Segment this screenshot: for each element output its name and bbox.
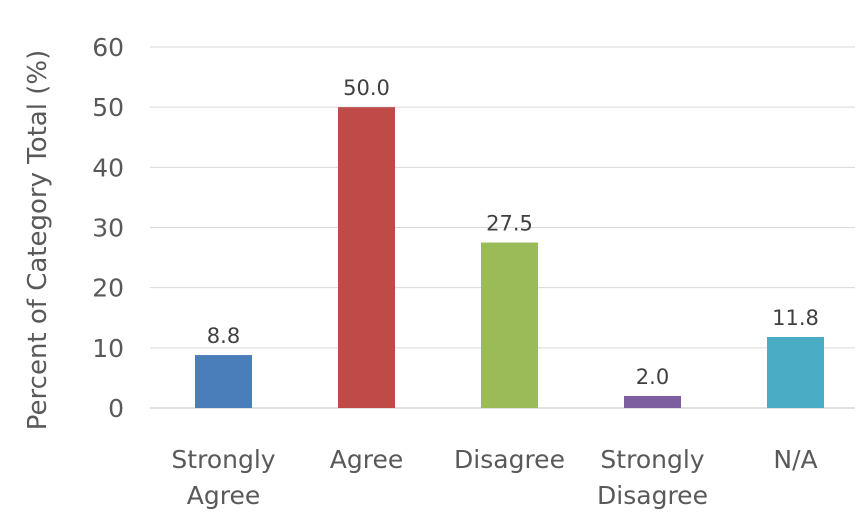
data-label: 2.0 — [636, 365, 669, 389]
y-axis-label: Percent of Category Total (%) — [23, 50, 53, 430]
bar — [767, 337, 824, 408]
bar — [481, 242, 538, 408]
data-label: 8.8 — [207, 324, 240, 348]
x-tick-label: Strongly Disagree — [597, 445, 708, 510]
y-tick-label: 50 — [92, 93, 124, 122]
bar — [195, 355, 252, 408]
x-axis-ticks: Strongly Agree Agree Disagree Strongly Disagr… — [171, 445, 817, 510]
y-tick-label: 30 — [92, 214, 124, 243]
gridlines — [150, 46, 855, 409]
data-label: 11.8 — [772, 306, 819, 330]
y-tick-label: 60 — [92, 33, 124, 62]
y-tick-label: 40 — [92, 153, 124, 182]
bar — [338, 107, 395, 409]
bars — [195, 107, 824, 409]
y-tick-label: 20 — [92, 274, 124, 303]
data-labels: 8.8 50.0 27.5 2.0 11.8 — [207, 76, 819, 389]
y-axis-ticks: 0 10 20 30 40 50 60 — [92, 33, 124, 423]
y-tick-label: 10 — [92, 334, 124, 363]
bar — [624, 395, 681, 408]
data-label: 27.5 — [486, 212, 533, 236]
data-label: 50.0 — [343, 76, 390, 100]
x-tick-label: Strongly Agree — [171, 445, 275, 510]
x-tick-label: N/A — [773, 445, 817, 474]
x-tick-label: Agree — [330, 445, 403, 474]
y-tick-label: 0 — [108, 394, 124, 423]
x-tick-label: Disagree — [454, 445, 565, 474]
